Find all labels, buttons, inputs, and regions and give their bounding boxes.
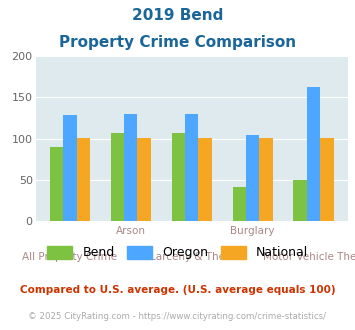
Bar	[260, 138, 273, 221]
Text: Motor Vehicle Theft: Motor Vehicle Theft	[263, 252, 355, 262]
Bar	[185, 114, 198, 221]
Text: © 2025 CityRating.com - https://www.cityrating.com/crime-statistics/: © 2025 CityRating.com - https://www.city…	[28, 312, 327, 321]
Bar	[111, 133, 124, 221]
Bar	[137, 138, 151, 221]
Text: Larceny & Theft: Larceny & Theft	[150, 252, 233, 262]
Legend: Bend, Oregon, National: Bend, Oregon, National	[47, 246, 308, 259]
Text: Compared to U.S. average. (U.S. average equals 100): Compared to U.S. average. (U.S. average …	[20, 285, 335, 295]
Bar	[171, 133, 185, 221]
Text: 2019 Bend: 2019 Bend	[132, 8, 223, 23]
Bar	[77, 138, 90, 221]
Bar	[63, 115, 77, 221]
Bar	[50, 147, 63, 221]
Text: Property Crime Comparison: Property Crime Comparison	[59, 35, 296, 50]
Bar	[246, 135, 260, 221]
Bar	[124, 114, 137, 221]
Bar	[307, 86, 320, 221]
Bar	[198, 138, 212, 221]
Bar	[320, 138, 334, 221]
Text: All Property Crime: All Property Crime	[22, 252, 118, 262]
Bar	[233, 187, 246, 221]
Bar	[294, 180, 307, 221]
